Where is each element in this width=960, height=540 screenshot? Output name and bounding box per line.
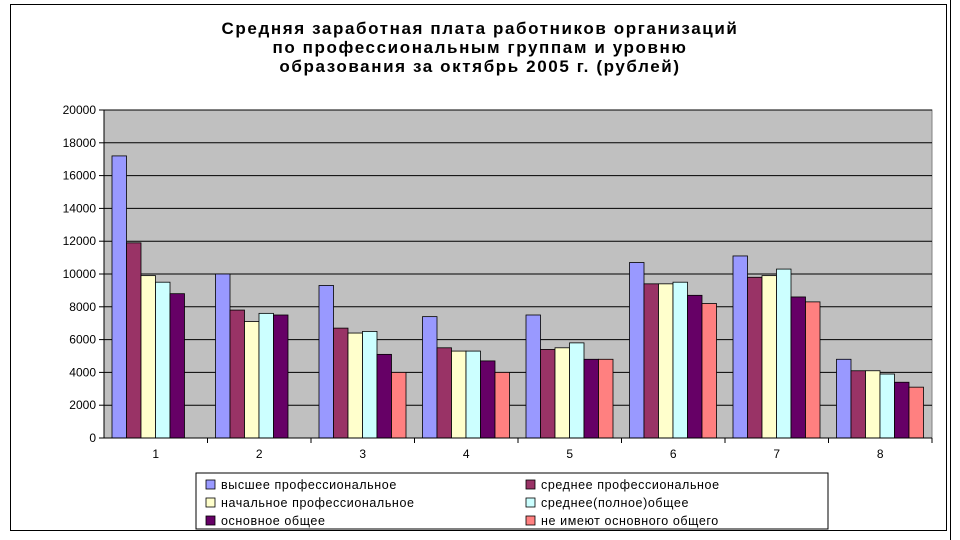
bar-7-series-4 <box>776 268 792 439</box>
bar-8-series-4 <box>879 373 895 439</box>
bar-7-series-1 <box>732 255 748 439</box>
bar-7-series-3 <box>761 275 777 439</box>
y-tick-label: 18000 <box>63 136 97 150</box>
bar-1-series-4 <box>155 281 171 439</box>
bar-8-series-5 <box>894 381 910 439</box>
x-tick-label: 6 <box>670 447 677 461</box>
plot-area <box>103 109 933 439</box>
y-tick-label: 6000 <box>69 333 96 347</box>
legend-label: высшее профессиональное <box>221 478 397 492</box>
bar-1-series-1 <box>111 155 127 439</box>
bar-5-series-2 <box>540 349 556 439</box>
bar-7-series-5 <box>790 296 806 439</box>
bar-4-series-2 <box>436 347 452 439</box>
x-tick-label: 1 <box>152 447 159 461</box>
bar-3-series-5 <box>376 353 392 439</box>
bar-4-series-5 <box>480 360 496 439</box>
y-tick-label: 16000 <box>63 169 97 183</box>
chart-title-line-2: по профессиональным группам и уровню <box>272 38 687 57</box>
bar-6-series-4 <box>672 281 688 439</box>
legend-swatch <box>525 479 536 490</box>
bar-6-series-5 <box>687 294 703 439</box>
legend-box <box>195 472 829 530</box>
x-tick-label: 3 <box>359 447 366 461</box>
x-tick-label: 8 <box>877 447 884 461</box>
legend-label: среднее профессиональное <box>541 478 720 492</box>
bar-8-series-2 <box>850 370 866 439</box>
y-tick-label: 12000 <box>63 234 97 248</box>
bar-2-series-2 <box>229 309 245 439</box>
bar-8-series-1 <box>836 358 852 439</box>
bar-4-series-1 <box>422 316 438 439</box>
y-tick-label: 4000 <box>69 365 96 379</box>
legend-swatch <box>205 479 216 490</box>
bar-3-series-2 <box>333 327 349 439</box>
y-axis: 0 2000 4000 6000 8000 10000 12000 14000 16000 180… <box>63 103 105 445</box>
bar-5-series-3 <box>554 347 570 439</box>
bar-4-series-3 <box>451 350 467 439</box>
legend: высшее профессиональное среднее профессио… <box>195 472 829 530</box>
legend-swatch <box>525 515 536 526</box>
legend-label: среднее(полное)общее <box>541 496 689 510</box>
chart-title: Средняя заработная плата работников орга… <box>222 19 739 76</box>
bar-2-series-1 <box>215 273 231 439</box>
x-tick-label: 7 <box>773 447 780 461</box>
bar-3-series-3 <box>347 332 363 439</box>
bar-3-series-6 <box>391 371 407 439</box>
bar-2-series-4 <box>258 312 274 439</box>
y-tick-label: 20000 <box>63 103 97 117</box>
legend-label: не имеют основного общего <box>541 514 719 528</box>
bar-8-series-3 <box>865 370 881 439</box>
y-tick-label: 8000 <box>69 300 96 314</box>
legend-swatch <box>525 497 536 508</box>
chart-title-line-3: образования за октябрь 2005 г. (рублей) <box>279 57 680 76</box>
bar-8-series-6 <box>908 386 924 439</box>
bar-6-series-2 <box>643 283 659 439</box>
bar-5-series-6 <box>598 358 614 439</box>
x-tick-label: 4 <box>463 447 470 461</box>
y-tick-label: 14000 <box>63 201 97 215</box>
bar-3-series-1 <box>318 285 334 439</box>
bar-6-series-1 <box>629 262 645 439</box>
bar-4-series-4 <box>465 350 481 439</box>
y-tick-label: 0 <box>89 431 96 445</box>
bar-3-series-4 <box>362 330 378 439</box>
legend-label: основное общее <box>221 514 326 528</box>
legend-label: начальное профессиональное <box>221 496 415 510</box>
bar-1-series-3 <box>140 275 156 439</box>
x-tick-label: 2 <box>256 447 263 461</box>
y-tick-label: 2000 <box>69 398 96 412</box>
legend-swatch <box>205 515 216 526</box>
bar-7-series-6 <box>805 301 821 439</box>
legend-swatch <box>205 497 216 508</box>
bar-2-series-5 <box>273 314 289 439</box>
bar-5-series-4 <box>569 342 585 439</box>
bar-2-series-3 <box>244 321 260 439</box>
bar-6-series-3 <box>658 283 674 439</box>
page-edge-line <box>950 0 951 540</box>
bar-5-series-1 <box>525 314 541 439</box>
bar-4-series-6 <box>494 371 510 439</box>
bar-1-series-2 <box>126 242 142 439</box>
bar-5-series-5 <box>583 358 599 439</box>
y-tick-label: 10000 <box>63 267 97 281</box>
bar-6-series-6 <box>701 303 717 439</box>
x-axis: 1 2 3 4 5 6 7 8 <box>104 437 933 461</box>
chart-title-line-1: Средняя заработная плата работников орга… <box>222 19 739 38</box>
bar-7-series-2 <box>747 276 763 439</box>
bar-1-series-5 <box>169 293 185 439</box>
x-tick-label: 5 <box>566 447 573 461</box>
